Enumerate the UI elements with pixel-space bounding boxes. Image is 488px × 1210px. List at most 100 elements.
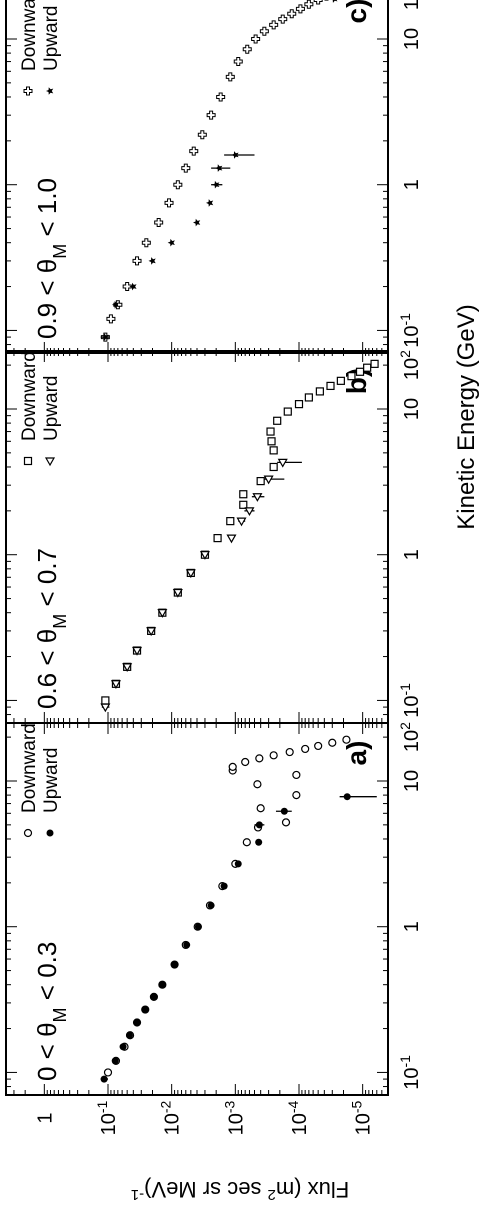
data-point bbox=[220, 882, 228, 890]
data-point bbox=[277, 458, 288, 468]
data-point bbox=[326, 381, 335, 391]
data-point bbox=[206, 199, 214, 207]
data-point bbox=[244, 507, 255, 517]
condition-label: 0.6 < θM < 0.7 bbox=[32, 548, 70, 709]
data-point bbox=[199, 551, 210, 560]
data-point bbox=[132, 256, 142, 266]
data-point bbox=[110, 680, 121, 690]
legend-entry: Upward bbox=[41, 6, 62, 95]
data-point bbox=[292, 770, 301, 780]
data-point bbox=[111, 1057, 119, 1065]
data-point bbox=[256, 476, 265, 486]
data-point bbox=[370, 359, 379, 368]
x-tick-label: 1 bbox=[401, 549, 423, 560]
data-point bbox=[122, 663, 133, 673]
x-tick-label: 10-1 bbox=[397, 1055, 423, 1090]
legend-entry: Downward bbox=[19, 0, 40, 96]
data-point bbox=[133, 1019, 141, 1027]
data-point bbox=[242, 838, 251, 847]
x-axis-label: Kinetic Energy (GeV) bbox=[453, 304, 480, 529]
data-point bbox=[239, 490, 248, 499]
x-tick-label: 102 bbox=[397, 722, 423, 752]
data-point bbox=[213, 534, 222, 543]
data-point bbox=[304, 0, 314, 9]
data-point bbox=[239, 500, 248, 509]
data-point bbox=[148, 257, 156, 265]
data-point bbox=[342, 735, 351, 744]
panel-a: 10-1 1 10 102 0 < θM < 0.3 Downward Upward a) bbox=[5, 722, 423, 1096]
data-point bbox=[106, 314, 116, 324]
data-point bbox=[131, 646, 143, 656]
data-point bbox=[129, 282, 137, 291]
legend-entry: Downward bbox=[19, 351, 40, 466]
legend-marker bbox=[23, 456, 33, 466]
data-point bbox=[206, 110, 216, 120]
data-point bbox=[193, 218, 201, 227]
data-point bbox=[280, 807, 288, 815]
data-point bbox=[101, 696, 110, 705]
panel-label: c) bbox=[341, 0, 372, 23]
data-point bbox=[154, 218, 164, 228]
data-point bbox=[194, 923, 202, 931]
data-point bbox=[343, 793, 351, 801]
legend-label: Upward bbox=[41, 376, 62, 441]
data-point bbox=[294, 400, 304, 409]
legend-marker bbox=[23, 86, 33, 96]
legend-label: Downward bbox=[19, 723, 40, 813]
data-point bbox=[255, 838, 263, 846]
data-point bbox=[103, 1068, 113, 1077]
data-point bbox=[225, 72, 235, 82]
plot-frame bbox=[5, 350, 389, 724]
data-point bbox=[304, 393, 313, 402]
data-point bbox=[281, 818, 291, 827]
data-point bbox=[125, 1031, 133, 1039]
data-point bbox=[164, 198, 174, 208]
data-point bbox=[146, 627, 157, 637]
y-tick-label: 10-4 bbox=[285, 1100, 311, 1135]
data-point bbox=[269, 20, 279, 30]
data-point bbox=[111, 300, 120, 309]
data-point bbox=[315, 387, 324, 396]
data-point bbox=[292, 791, 301, 800]
data-point bbox=[336, 376, 345, 385]
data-point bbox=[171, 961, 179, 969]
data-point bbox=[172, 588, 183, 598]
data-point bbox=[215, 164, 223, 172]
legend-marker bbox=[46, 87, 54, 95]
data-point bbox=[228, 762, 237, 771]
data-point bbox=[255, 754, 264, 763]
data-point bbox=[330, 0, 338, 3]
data-point bbox=[363, 363, 372, 372]
legend-label: Upward bbox=[41, 6, 62, 71]
data-point bbox=[100, 1075, 108, 1083]
data-point bbox=[266, 427, 275, 436]
data-point bbox=[141, 238, 151, 248]
panel-label: a) bbox=[341, 741, 372, 766]
data-point bbox=[158, 981, 166, 989]
data-point bbox=[255, 821, 263, 829]
y-tick-label: 1 bbox=[34, 1112, 56, 1123]
legend-label: Upward bbox=[41, 748, 62, 813]
data-point bbox=[207, 901, 215, 909]
legend-marker bbox=[46, 829, 54, 837]
data-point bbox=[226, 517, 235, 526]
data-point bbox=[314, 741, 323, 751]
series-upward bbox=[100, 458, 302, 713]
data-point bbox=[234, 860, 242, 868]
series-upward bbox=[100, 0, 338, 341]
data-point bbox=[241, 757, 250, 767]
data-point bbox=[253, 780, 262, 789]
data-point bbox=[231, 151, 239, 159]
data-point bbox=[285, 747, 294, 757]
data-point bbox=[216, 92, 226, 102]
data-point bbox=[212, 180, 220, 189]
legend-entry: Upward bbox=[41, 748, 62, 837]
data-point bbox=[301, 744, 310, 754]
data-point bbox=[226, 534, 237, 544]
data-point bbox=[263, 475, 274, 485]
data-point bbox=[236, 517, 247, 527]
data-point bbox=[259, 26, 269, 36]
